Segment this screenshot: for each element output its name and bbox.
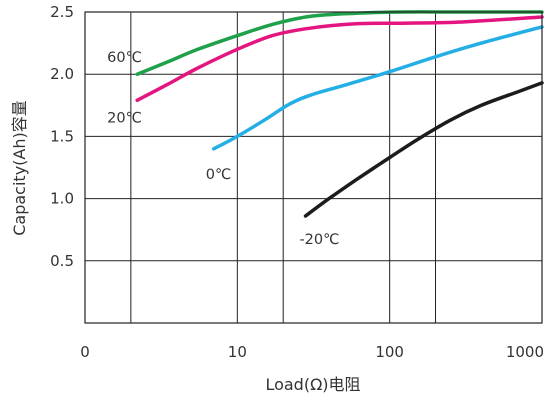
series-lines	[135, 10, 544, 218]
grid	[85, 12, 542, 323]
series-line	[303, 81, 544, 218]
x-tick-labels: 0 10 100 1000	[80, 343, 544, 361]
series-label: 20℃	[107, 110, 142, 126]
y-tick-label: 0.5	[50, 252, 74, 270]
x-axis-title: Load(Ω)电阻	[265, 375, 360, 394]
series-label: -20℃	[299, 232, 339, 248]
y-tick-labels: 0.5 1.0 1.5 2.0 2.5	[50, 3, 74, 270]
x-tick-label: 10	[228, 343, 247, 361]
series-labels: 60℃ 20℃ 0℃ -20℃	[107, 50, 339, 248]
y-tick-label: 1.5	[50, 127, 74, 145]
x-tick-label: 1000	[506, 343, 544, 361]
y-axis-title: Capacity(Ah)容量	[10, 100, 29, 236]
series-line	[211, 25, 544, 151]
x-tick-label: 100	[375, 343, 404, 361]
series-label: 60℃	[107, 50, 142, 66]
y-tick-label: 1.0	[50, 190, 74, 208]
plot-frame	[84, 11, 543, 324]
x-tick-label: 0	[80, 343, 90, 361]
series-label: 0℃	[206, 167, 232, 183]
y-tick-label: 2.5	[50, 3, 74, 21]
series-line	[135, 15, 544, 103]
y-tick-label: 2.0	[50, 65, 74, 83]
